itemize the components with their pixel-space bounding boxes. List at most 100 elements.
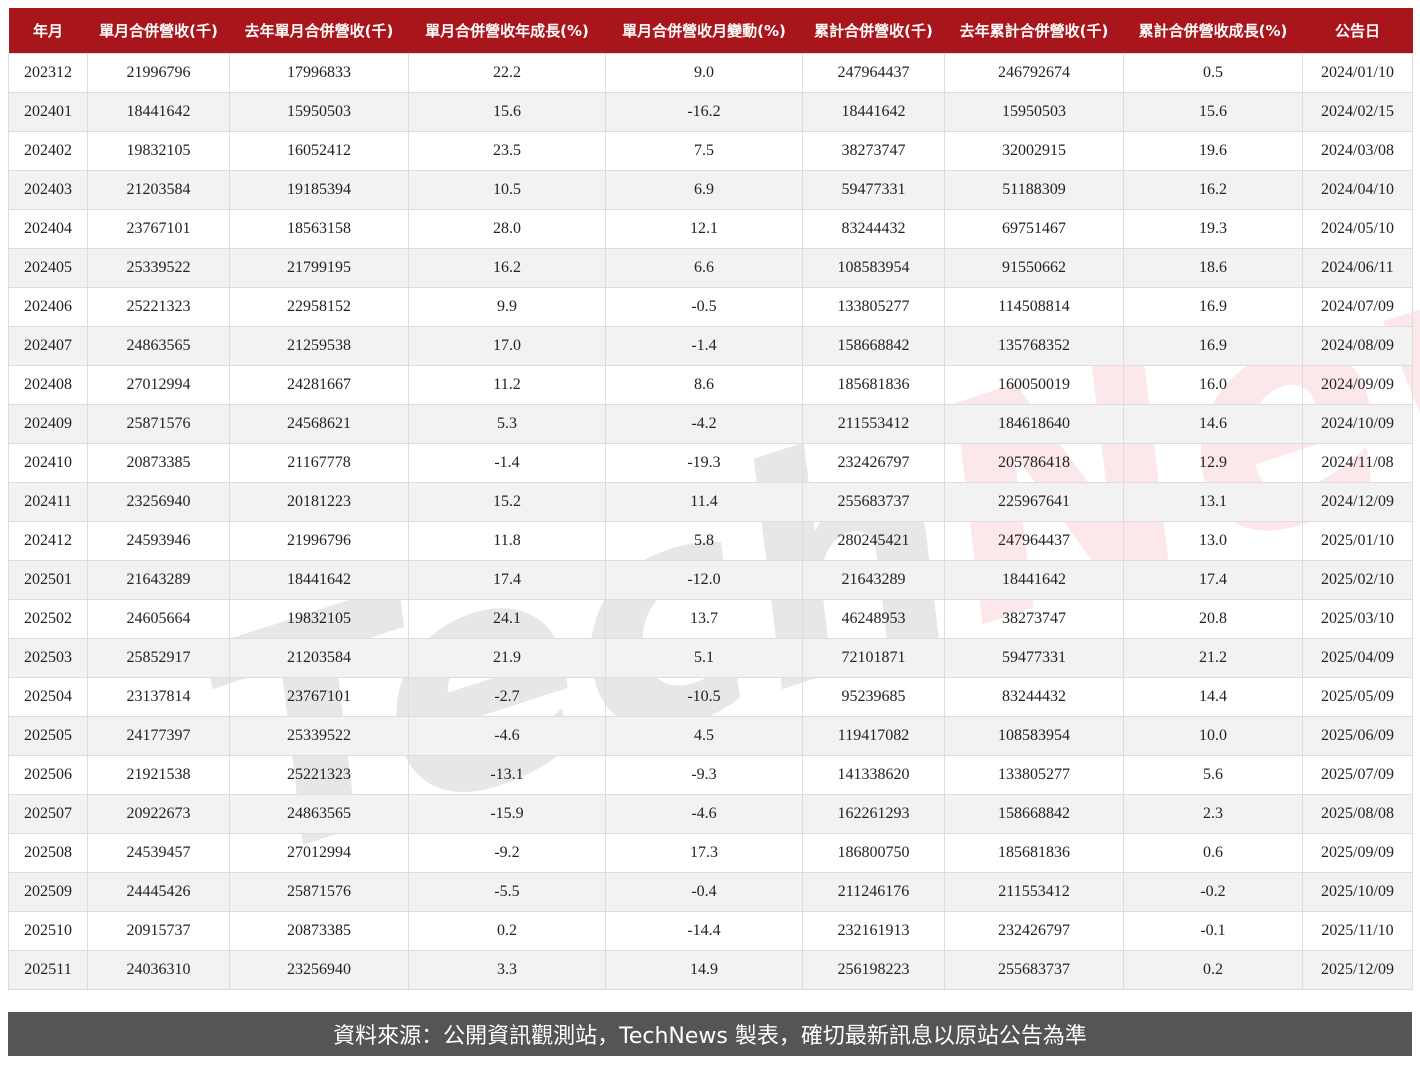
table-cell: 2024/10/09 xyxy=(1302,404,1413,444)
table-cell: 17.4 xyxy=(1123,560,1303,600)
table-row: 202403 21203584 19185394 10.5 6.9 59477331 511… xyxy=(8,170,1413,210)
table-cell: 24177397 xyxy=(87,716,230,756)
table-cell: 20915737 xyxy=(87,911,230,951)
table-cell: 202408 xyxy=(8,365,88,405)
table-cell: 202508 xyxy=(8,833,88,873)
table-cell: 5.1 xyxy=(605,638,803,678)
table-cell: 2025/03/10 xyxy=(1302,599,1413,639)
table-row: 202312 21996796 17996833 22.2 9.0 247964437 24… xyxy=(8,53,1413,93)
table-cell: 16.2 xyxy=(1123,170,1303,210)
table-cell: 24593946 xyxy=(87,521,230,561)
table-row: 202506 21921538 25221323 -13.1 -9.3 141338620… xyxy=(8,755,1413,795)
table-cell: 83244432 xyxy=(944,677,1124,717)
table-cell: 95239685 xyxy=(802,677,945,717)
column-header: 單月合併營收月變動(%) xyxy=(605,8,803,54)
table-cell: 202403 xyxy=(8,170,88,210)
table-cell: 119417082 xyxy=(802,716,945,756)
table-cell: 202412 xyxy=(8,521,88,561)
table-row: 202509 24445426 25871576 -5.5 -0.4 211246176 2… xyxy=(8,872,1413,912)
table-cell: 205786418 xyxy=(944,443,1124,483)
table-cell: 18563158 xyxy=(229,209,409,249)
table-cell: 18441642 xyxy=(802,92,945,132)
table-cell: 6.9 xyxy=(605,170,803,210)
table-cell: 12.1 xyxy=(605,209,803,249)
table-cell: 91550662 xyxy=(944,248,1124,288)
table-cell: 247964437 xyxy=(802,53,945,93)
table-cell: 2024/03/08 xyxy=(1302,131,1413,171)
table-cell: 25339522 xyxy=(229,716,409,756)
table-cell: 24863565 xyxy=(87,326,230,366)
table-cell: -16.2 xyxy=(605,92,803,132)
table-cell: 2025/07/09 xyxy=(1302,755,1413,795)
table-cell: 17.0 xyxy=(408,326,606,366)
table-cell: 24281667 xyxy=(229,365,409,405)
table-cell: 158668842 xyxy=(802,326,945,366)
table-cell: 19185394 xyxy=(229,170,409,210)
table-row: 202507 20922673 24863565 -15.9 -4.6 162261293… xyxy=(8,794,1413,834)
table-cell: 202502 xyxy=(8,599,88,639)
table-cell: 20922673 xyxy=(87,794,230,834)
table-cell: 13.1 xyxy=(1123,482,1303,522)
table-cell: -0.4 xyxy=(605,872,803,912)
table-cell: 2025/09/09 xyxy=(1302,833,1413,873)
table-cell: 25221323 xyxy=(229,755,409,795)
table-cell: -12.0 xyxy=(605,560,803,600)
table-cell: 135768352 xyxy=(944,326,1124,366)
source-footer: 資料來源：公開資訊觀測站，TechNews 製表，確切最新訊息以原站公告為準 xyxy=(8,1012,1412,1056)
table-cell: 20181223 xyxy=(229,482,409,522)
table-cell: 21203584 xyxy=(87,170,230,210)
table-row: 202511 24036310 23256940 3.3 14.9 256198223 25… xyxy=(8,950,1413,990)
table-cell: 20873385 xyxy=(87,443,230,483)
table-cell: 2024/04/10 xyxy=(1302,170,1413,210)
table-cell: 232426797 xyxy=(944,911,1124,951)
table-cell: 158668842 xyxy=(944,794,1124,834)
column-header: 單月合併營收年成長(%) xyxy=(408,8,606,54)
table-cell: 202405 xyxy=(8,248,88,288)
table-cell: -9.2 xyxy=(408,833,606,873)
table-cell: 16.0 xyxy=(1123,365,1303,405)
table-cell: 133805277 xyxy=(802,287,945,327)
table-cell: 15950503 xyxy=(944,92,1124,132)
table-cell: 72101871 xyxy=(802,638,945,678)
table-cell: 25221323 xyxy=(87,287,230,327)
table-row: 202412 24593946 21996796 11.8 5.8 280245421 24… xyxy=(8,521,1413,561)
table-row: 202410 20873385 21167778 -1.4 -19.3 232426797… xyxy=(8,443,1413,483)
table-cell: -1.4 xyxy=(408,443,606,483)
table-cell: 202407 xyxy=(8,326,88,366)
table-row: 202504 23137814 23767101 -2.7 -10.5 95239685 8… xyxy=(8,677,1413,717)
table-cell: 13.7 xyxy=(605,599,803,639)
table-cell: 59477331 xyxy=(802,170,945,210)
table-cell: 14.4 xyxy=(1123,677,1303,717)
table-row: 202401 18441642 15950503 15.6 -16.2 18441642 1… xyxy=(8,92,1413,132)
table-cell: 141338620 xyxy=(802,755,945,795)
table-cell: 38273747 xyxy=(944,599,1124,639)
table-cell: 24568621 xyxy=(229,404,409,444)
table-cell: 186800750 xyxy=(802,833,945,873)
table-cell: 2024/05/10 xyxy=(1302,209,1413,249)
table-row: 202411 23256940 20181223 15.2 11.4 255683737 2… xyxy=(8,482,1413,522)
table-cell: 133805277 xyxy=(944,755,1124,795)
table-cell: 16052412 xyxy=(229,131,409,171)
table-cell: 202402 xyxy=(8,131,88,171)
table-cell: 280245421 xyxy=(802,521,945,561)
table-cell: 25871576 xyxy=(87,404,230,444)
table-cell: 15.6 xyxy=(408,92,606,132)
table-cell: 20873385 xyxy=(229,911,409,951)
table-cell: 15950503 xyxy=(229,92,409,132)
table-cell: 202503 xyxy=(8,638,88,678)
table-cell: 17.4 xyxy=(408,560,606,600)
table-cell: 202401 xyxy=(8,92,88,132)
table-cell: 28.0 xyxy=(408,209,606,249)
table-cell: 232161913 xyxy=(802,911,945,951)
table-cell: 108583954 xyxy=(802,248,945,288)
table-cell: 2024/11/08 xyxy=(1302,443,1413,483)
table-cell: 23256940 xyxy=(87,482,230,522)
table-cell: 24.1 xyxy=(408,599,606,639)
table-cell: 255683737 xyxy=(944,950,1124,990)
table-cell: 23767101 xyxy=(87,209,230,249)
table-cell: 23767101 xyxy=(229,677,409,717)
column-header: 年月 xyxy=(8,8,88,54)
table-cell: 21799195 xyxy=(229,248,409,288)
table-cell: 21.9 xyxy=(408,638,606,678)
table-cell: 21203584 xyxy=(229,638,409,678)
